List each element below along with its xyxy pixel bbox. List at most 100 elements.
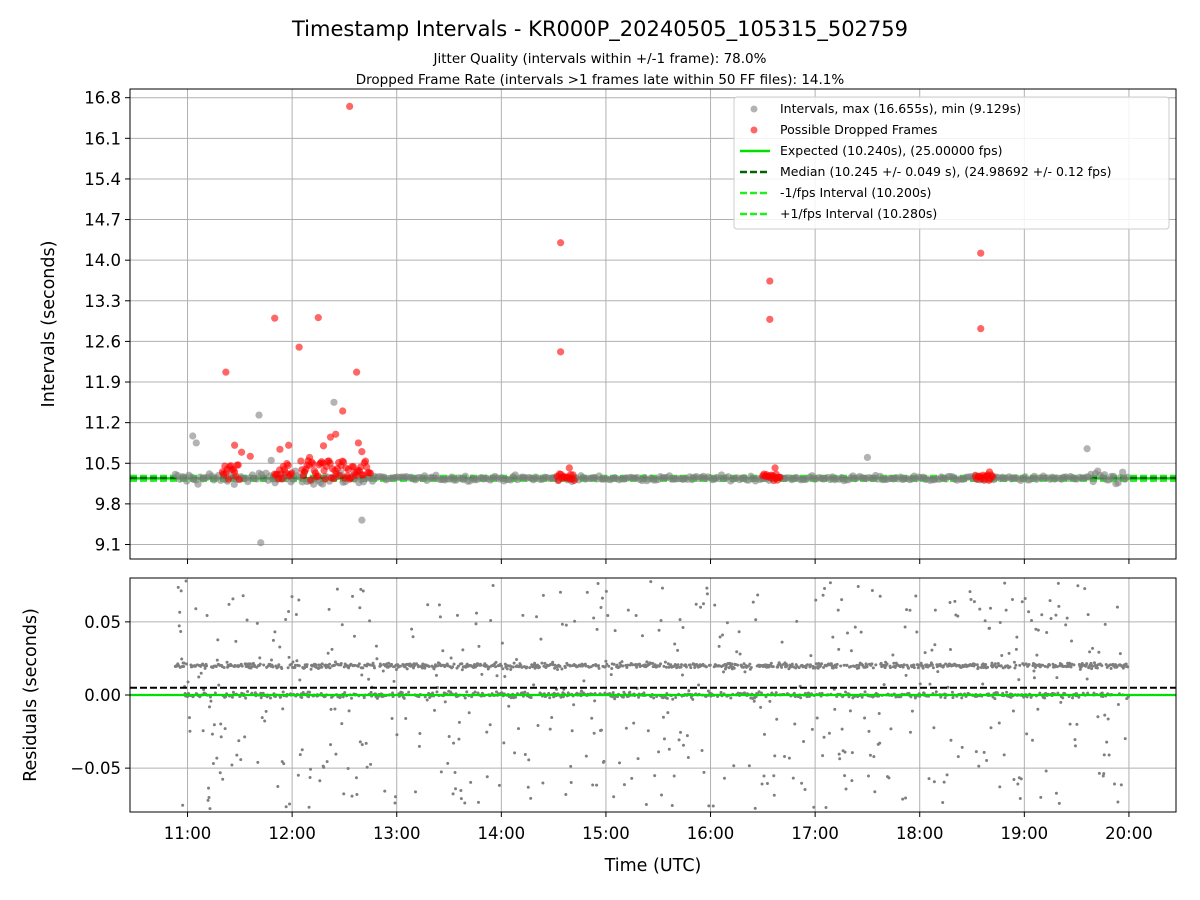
residual-point bbox=[391, 691, 395, 695]
residual-point bbox=[725, 621, 729, 625]
residual-point bbox=[371, 661, 375, 665]
residual-point bbox=[1102, 772, 1106, 776]
residual-point bbox=[491, 584, 495, 588]
residual-point bbox=[1088, 650, 1092, 654]
dropped-frame-point bbox=[985, 468, 994, 476]
residual-point bbox=[273, 630, 277, 634]
residual-point bbox=[835, 662, 839, 666]
residual-point bbox=[404, 717, 408, 721]
residual-point bbox=[383, 789, 387, 793]
residual-point bbox=[631, 663, 635, 667]
residual-point bbox=[973, 663, 977, 667]
interval-point bbox=[194, 480, 202, 488]
residual-point bbox=[308, 775, 312, 779]
residual-point bbox=[780, 640, 784, 644]
residual-point bbox=[596, 581, 600, 585]
residual-point bbox=[840, 727, 844, 731]
residual-point bbox=[686, 756, 690, 760]
residual-point bbox=[903, 625, 907, 629]
residual-point bbox=[681, 743, 685, 747]
residual-point bbox=[179, 630, 183, 634]
residual-point bbox=[328, 662, 332, 666]
residual-point bbox=[460, 662, 464, 666]
residual-point bbox=[887, 776, 891, 780]
residual-point bbox=[300, 748, 304, 752]
residual-point bbox=[1056, 691, 1060, 695]
residual-point bbox=[360, 743, 364, 747]
residual-point bbox=[494, 665, 498, 669]
residual-point bbox=[960, 696, 964, 700]
residual-point bbox=[1015, 635, 1019, 639]
residual-point bbox=[626, 608, 630, 612]
residual-point bbox=[791, 776, 795, 780]
residuals-panel: −0.050.000.05 11:00 12:00 13:00 14:00 15:00 1… bbox=[21, 577, 1177, 876]
residual-point bbox=[1003, 581, 1007, 585]
residual-point bbox=[1036, 628, 1040, 632]
residual-point bbox=[551, 660, 555, 664]
residual-point bbox=[630, 776, 634, 780]
residual-point bbox=[351, 594, 355, 598]
residual-point bbox=[1016, 782, 1020, 786]
residual-point bbox=[368, 619, 372, 623]
residual-point bbox=[537, 665, 541, 669]
residual-point bbox=[246, 689, 250, 693]
residual-point bbox=[752, 699, 756, 703]
residual-point bbox=[350, 696, 354, 700]
residual-point bbox=[353, 663, 357, 667]
residual-point bbox=[921, 666, 925, 670]
residual-point bbox=[459, 797, 463, 801]
residual-point bbox=[599, 728, 603, 732]
residual-point bbox=[738, 652, 742, 656]
residual-point bbox=[288, 802, 292, 806]
residual-point bbox=[452, 741, 456, 745]
residual-point bbox=[939, 695, 943, 699]
legend-label-dropped: Possible Dropped Frames bbox=[780, 122, 937, 137]
residual-point bbox=[475, 611, 479, 615]
residual-point bbox=[1019, 777, 1023, 781]
residual-point bbox=[659, 662, 663, 666]
intervals-ytick-label: 10.5 bbox=[84, 454, 121, 473]
residual-point bbox=[1027, 662, 1031, 666]
residual-point bbox=[1004, 608, 1008, 612]
residual-point bbox=[591, 783, 595, 787]
residual-point bbox=[838, 757, 842, 761]
residual-point bbox=[998, 785, 1002, 789]
residual-point bbox=[570, 729, 574, 733]
residual-point bbox=[1092, 661, 1096, 665]
residual-point bbox=[1107, 753, 1111, 757]
residual-point bbox=[907, 666, 911, 670]
residual-point bbox=[368, 663, 372, 667]
residual-point bbox=[1116, 703, 1120, 707]
residual-point bbox=[718, 635, 722, 639]
residual-point bbox=[914, 594, 918, 598]
residual-point bbox=[194, 607, 198, 611]
residual-point bbox=[945, 773, 949, 777]
residual-point bbox=[387, 661, 391, 665]
residual-point bbox=[790, 662, 794, 666]
intervals-ytick-label: 11.9 bbox=[84, 373, 121, 392]
intervals-ytick-label: 14.0 bbox=[84, 251, 121, 270]
residual-point bbox=[230, 695, 234, 699]
residual-point bbox=[241, 594, 245, 598]
dropped-frame-point bbox=[766, 277, 774, 285]
residual-point bbox=[1032, 676, 1036, 680]
residual-point bbox=[879, 661, 883, 665]
residual-point bbox=[334, 752, 338, 756]
interval-point bbox=[1109, 472, 1118, 481]
residual-point bbox=[231, 597, 235, 601]
residual-point bbox=[558, 665, 562, 669]
residual-point bbox=[936, 670, 940, 674]
residual-point bbox=[563, 665, 567, 669]
dropped-frame-point bbox=[353, 368, 361, 376]
residual-point bbox=[602, 759, 606, 763]
intervals-ytick-label: 11.2 bbox=[84, 414, 121, 433]
residual-point bbox=[704, 665, 708, 669]
residual-point bbox=[528, 666, 532, 670]
residual-point bbox=[837, 752, 841, 756]
residual-point bbox=[719, 690, 723, 694]
residual-point bbox=[317, 666, 321, 670]
residual-point bbox=[287, 609, 291, 613]
residual-point bbox=[210, 732, 214, 736]
time-xtick-label: 15:00 bbox=[582, 824, 630, 843]
residual-point bbox=[613, 629, 617, 633]
